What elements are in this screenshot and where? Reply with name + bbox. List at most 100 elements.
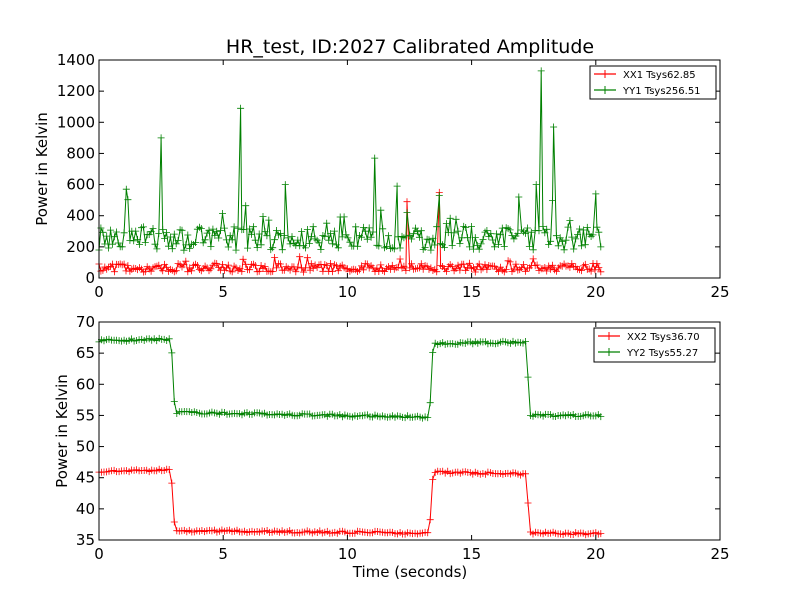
y-tick-label: 55 (76, 406, 95, 424)
series-point-1 (253, 244, 261, 252)
series-point-0 (400, 262, 408, 270)
series-point-0 (238, 267, 246, 275)
series-point-1 (537, 67, 545, 75)
series-point-0 (412, 265, 419, 273)
series-point-1 (498, 224, 506, 232)
series-point-1 (219, 210, 226, 217)
series-point-0 (363, 260, 371, 268)
series-point-0 (219, 261, 226, 268)
series-point-0 (522, 267, 529, 275)
series-point-1 (450, 229, 458, 237)
series-point-0 (595, 264, 603, 271)
series-point-0 (309, 264, 317, 272)
series-point-1 (168, 245, 176, 253)
series-point-1 (446, 214, 454, 222)
series-point-1 (413, 228, 421, 236)
series-point-1 (562, 236, 570, 244)
series-point-1 (552, 232, 560, 240)
series-point-0 (448, 262, 456, 270)
series-point-1 (165, 242, 172, 250)
series-point-1 (327, 230, 335, 238)
series-point-1 (215, 234, 223, 242)
x-tick-label: 5 (218, 283, 228, 301)
series-point-0 (512, 260, 520, 268)
series-point-1 (325, 236, 333, 244)
series-point-1 (481, 228, 489, 236)
bottom-chart-xlabel: Time (seconds) (352, 563, 468, 581)
series-point-1 (201, 236, 209, 244)
series-point-0 (539, 265, 547, 273)
series-point-1 (168, 349, 176, 357)
series-point-1 (114, 239, 122, 247)
series-point-0 (469, 263, 477, 271)
series-point-1 (251, 236, 259, 244)
series-point-1 (410, 230, 418, 238)
series-point-1 (393, 182, 401, 190)
series-point-1 (159, 225, 167, 233)
series-point-0 (180, 261, 188, 269)
series-point-1 (224, 243, 232, 251)
series-point-1 (298, 228, 306, 236)
series-point-0 (163, 263, 170, 271)
series-point-1 (276, 229, 284, 237)
series-point-1 (172, 240, 180, 248)
series-point-1 (426, 399, 434, 407)
series-point-0 (346, 267, 354, 275)
series-point-1 (278, 246, 286, 254)
top-chart-legend: XX1 Tsys62.85 YY1 Tsys256.51 (589, 65, 717, 100)
top-legend-label-xx1: XX1 Tsys62.85 (623, 70, 696, 81)
series-point-1 (423, 235, 431, 243)
series-point-1 (568, 233, 576, 241)
series-point-1 (514, 229, 522, 237)
series-point-1 (99, 228, 107, 236)
series-point-1 (124, 196, 132, 204)
x-tick-label: 25 (710, 545, 729, 563)
series-point-1 (525, 242, 533, 250)
series-point-0 (207, 265, 215, 273)
series-point-0 (294, 263, 302, 271)
series-point-0 (209, 261, 217, 269)
series-point-1 (550, 123, 558, 131)
series-point-0 (581, 260, 589, 268)
series-point-1 (425, 236, 433, 244)
series-point-1 (118, 243, 126, 251)
series-point-1 (321, 233, 329, 240)
series-point-0 (228, 268, 236, 276)
x-tick-label: 0 (94, 545, 104, 563)
series-point-1 (396, 244, 404, 252)
y-tick-label: 70 (76, 313, 95, 331)
series-point-1 (107, 226, 115, 234)
series-point-1 (136, 240, 143, 248)
y-tick-label: 60 (76, 375, 95, 393)
series-point-0 (379, 267, 387, 274)
series-point-1 (549, 196, 556, 204)
y-tick-label: 200 (66, 238, 95, 256)
series-point-0 (373, 264, 381, 272)
series-point-1 (275, 231, 282, 239)
series-point-1 (437, 240, 445, 248)
series-point-0 (159, 267, 167, 275)
series-point-1 (371, 154, 379, 162)
series-point-1 (259, 213, 267, 220)
series-point-1 (462, 224, 470, 231)
series-point-1 (147, 228, 155, 236)
series-point-1 (163, 229, 170, 237)
series-point-1 (329, 240, 336, 248)
series-point-1 (317, 246, 325, 253)
series-point-0 (454, 261, 462, 269)
series-point-1 (149, 225, 157, 232)
series-point-1 (570, 245, 578, 253)
series-point-1 (220, 224, 228, 232)
series-point-1 (529, 246, 537, 254)
series-point-1 (126, 236, 134, 244)
y-tick-label: 35 (76, 531, 95, 549)
series-point-0 (388, 261, 396, 269)
series-point-1 (138, 224, 145, 232)
top-chart-ylabel: Power in Kelvin (33, 112, 51, 226)
series-point-1 (305, 240, 313, 248)
series-point-0 (166, 265, 174, 273)
series-point-1 (431, 241, 439, 249)
series-point-0 (239, 255, 247, 263)
series-point-1 (261, 228, 269, 236)
